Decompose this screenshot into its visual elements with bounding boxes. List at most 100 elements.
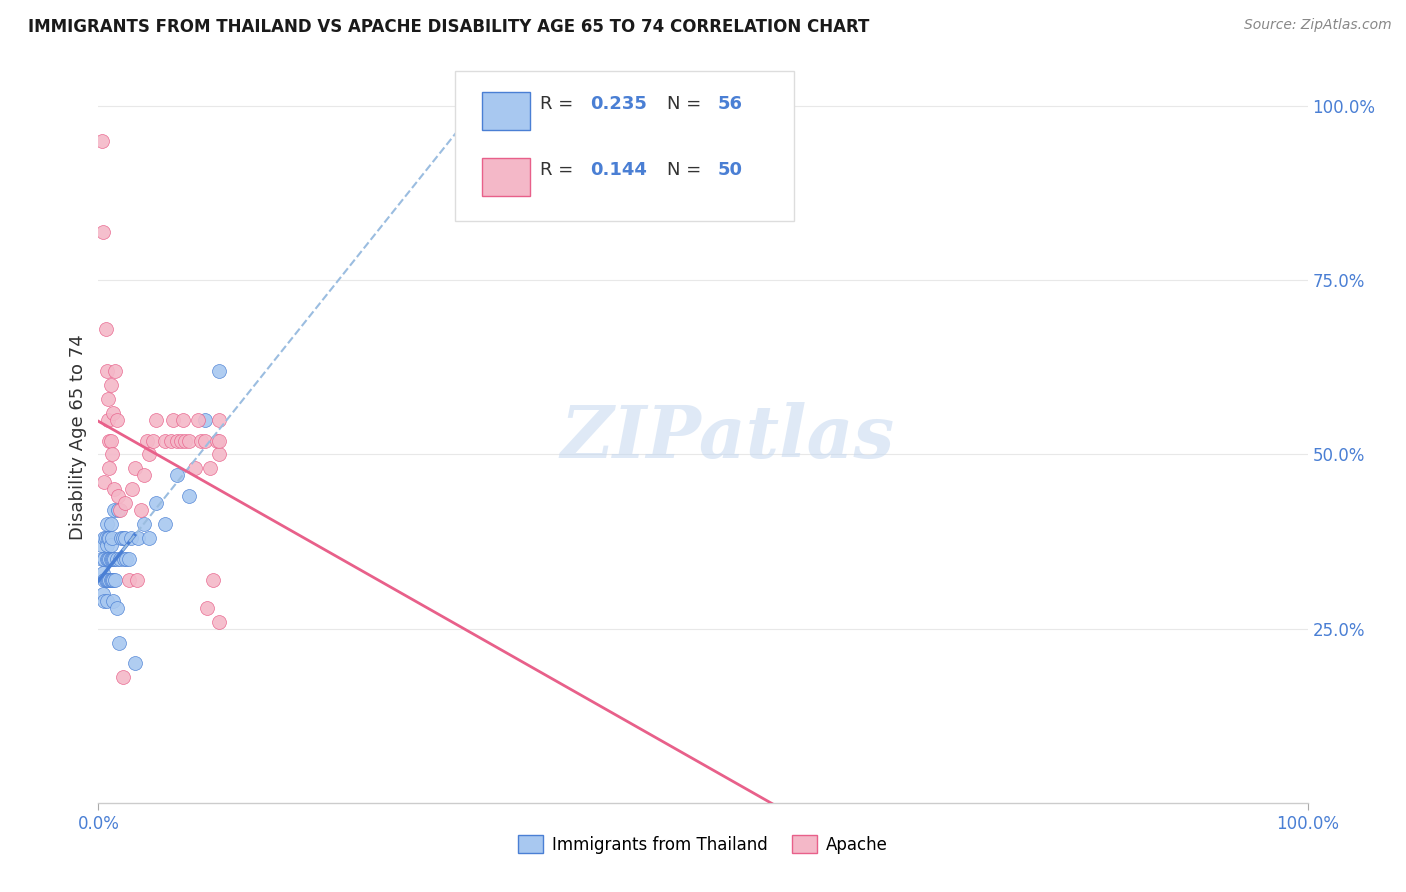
Text: R =: R = — [540, 161, 579, 179]
Point — [208, 448, 231, 462]
Point — [104, 573, 127, 587]
FancyBboxPatch shape — [482, 158, 530, 195]
Point — [93, 531, 115, 545]
Point — [208, 412, 231, 426]
Point — [107, 489, 129, 503]
FancyBboxPatch shape — [456, 71, 793, 221]
Point — [194, 412, 217, 426]
Text: IMMIGRANTS FROM THAILAND VS APACHE DISABILITY AGE 65 TO 74 CORRELATION CHART: IMMIGRANTS FROM THAILAND VS APACHE DISAB… — [28, 18, 869, 36]
Point — [153, 517, 176, 532]
Point — [96, 538, 118, 552]
Point — [100, 552, 122, 566]
Point — [101, 573, 124, 587]
Point — [97, 412, 120, 426]
Text: 50: 50 — [717, 161, 742, 179]
Point — [94, 531, 117, 545]
Point — [94, 573, 117, 587]
Point — [100, 573, 122, 587]
Point — [124, 657, 146, 671]
Point — [96, 364, 118, 378]
Point — [100, 448, 122, 462]
Point — [166, 434, 188, 448]
Point — [91, 552, 114, 566]
Point — [120, 531, 142, 545]
Point — [127, 531, 149, 545]
Point — [100, 434, 122, 448]
Point — [97, 531, 120, 545]
Point — [115, 552, 138, 566]
Point — [160, 434, 183, 448]
Point — [93, 552, 115, 566]
Point — [100, 573, 122, 587]
Point — [91, 566, 114, 580]
Point — [100, 377, 122, 392]
Point — [114, 496, 136, 510]
Point — [108, 503, 131, 517]
Point — [93, 475, 115, 490]
Point — [202, 573, 225, 587]
Point — [208, 364, 231, 378]
Point — [195, 600, 218, 615]
FancyBboxPatch shape — [482, 92, 530, 130]
Point — [105, 600, 128, 615]
Point — [107, 503, 129, 517]
Text: R =: R = — [540, 95, 579, 113]
Legend: Immigrants from Thailand, Apache: Immigrants from Thailand, Apache — [512, 829, 894, 860]
Text: N =: N = — [666, 95, 707, 113]
Point — [153, 434, 176, 448]
Point — [100, 517, 122, 532]
Point — [98, 552, 121, 566]
Point — [169, 434, 191, 448]
Point — [108, 635, 131, 649]
Point — [94, 322, 117, 336]
Point — [91, 134, 114, 148]
Text: 0.144: 0.144 — [591, 161, 647, 179]
Point — [104, 364, 127, 378]
Point — [93, 573, 115, 587]
Point — [111, 531, 134, 545]
Point — [108, 552, 131, 566]
Point — [179, 434, 201, 448]
Point — [124, 461, 146, 475]
Point — [145, 412, 167, 426]
Point — [129, 503, 152, 517]
Point — [121, 483, 143, 497]
Point — [208, 434, 231, 448]
Point — [105, 552, 128, 566]
Point — [187, 412, 209, 426]
Point — [96, 517, 118, 532]
Point — [105, 412, 128, 426]
Point — [103, 483, 125, 497]
Point — [98, 461, 121, 475]
Point — [118, 552, 141, 566]
Point — [90, 538, 112, 552]
Point — [134, 468, 156, 483]
Point — [162, 412, 184, 426]
Point — [98, 573, 121, 587]
Point — [118, 573, 141, 587]
Point — [111, 670, 134, 684]
Text: 56: 56 — [717, 95, 742, 113]
Point — [103, 503, 125, 517]
Point — [100, 531, 122, 545]
Point — [96, 594, 118, 608]
Point — [134, 517, 156, 532]
Point — [145, 496, 167, 510]
Point — [194, 434, 217, 448]
Point — [184, 461, 207, 475]
Point — [97, 392, 120, 406]
Point — [101, 594, 124, 608]
Point — [172, 412, 194, 426]
Point — [205, 434, 228, 448]
Point — [100, 538, 122, 552]
Point — [127, 573, 149, 587]
Point — [114, 531, 136, 545]
Point — [138, 448, 160, 462]
Point — [174, 434, 197, 448]
Y-axis label: Disability Age 65 to 74: Disability Age 65 to 74 — [69, 334, 87, 540]
Point — [112, 552, 135, 566]
Point — [93, 594, 115, 608]
Point — [198, 461, 221, 475]
Point — [103, 552, 125, 566]
Point — [190, 434, 212, 448]
